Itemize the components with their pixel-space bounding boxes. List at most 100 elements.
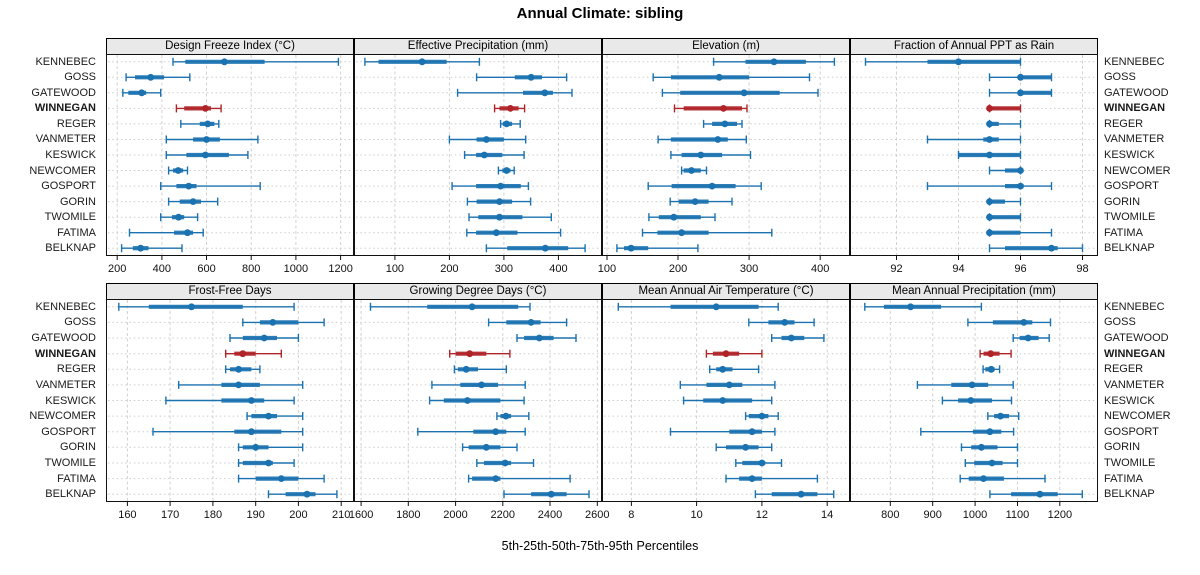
tick-label: 210 [331, 509, 351, 521]
percentile-glyph-goss [988, 73, 1053, 82]
station-label-newcomer: NEWCOMER [1104, 164, 1171, 177]
percentile-glyph-belknap [485, 244, 586, 253]
station-label-kennebec: KENNEBEC [35, 300, 96, 313]
percentile-glyph-belknap [120, 244, 183, 253]
station-label-gatewood: GATEWOOD [1104, 86, 1169, 99]
percentile-glyph-twomile [964, 459, 1019, 467]
percentile-glyph-reger [453, 365, 508, 374]
percentile-glyph-gosport [160, 182, 261, 191]
percentile-glyph-reger [224, 365, 261, 374]
tick-label: 2000 [443, 509, 468, 521]
station-label-belknap: BELKNAP [1104, 242, 1155, 255]
percentile-glyph-keswick [682, 396, 773, 405]
station-label-gatewood: GATEWOOD [31, 86, 96, 99]
panel-growing-degree-days-c [354, 299, 602, 506]
station-label-winnegan: WINNEGAN [1104, 347, 1166, 360]
station-labels-left: KENNEBEC GOSS GATEWOOD WINNEGAN REGER VANMETE… [0, 0, 100, 575]
percentile-glyph-twomile [160, 213, 199, 222]
percentile-glyph-fatima [128, 228, 204, 237]
percentile-glyph-kennebec [172, 57, 340, 66]
panel-border [354, 54, 602, 256]
station-label-gosport: GOSPORT [41, 180, 96, 193]
x-axis-labels: 100 200 300 400 [354, 263, 602, 277]
x-axis-labels: 100 200 300 400 [598, 263, 850, 277]
tick-label: 100 [597, 263, 617, 275]
percentile-glyph-reger [499, 119, 521, 128]
tick-label: 300 [494, 263, 514, 275]
percentile-glyph-keswick [165, 151, 249, 159]
percentile-glyph-newcomer [680, 166, 708, 175]
panel-strip-title: Effective Precipitation (mm) [354, 38, 602, 55]
station-label-belknap: BELKNAP [45, 242, 96, 255]
percentile-glyph-reger [986, 119, 1022, 128]
station-label-reger: REGER [1104, 117, 1144, 130]
tick-label: 1200 [328, 263, 353, 275]
station-label-gosport: GOSPORT [1104, 425, 1159, 438]
percentile-glyph-newcomer [988, 166, 1024, 175]
station-label-gosport: GOSPORT [1104, 180, 1159, 193]
tick-label: 900 [923, 509, 942, 521]
percentile-glyph-twomile [468, 213, 553, 222]
percentile-glyph-gosport [152, 427, 304, 436]
percentile-glyph-goss [967, 318, 1052, 327]
station-label-winnegan: WINNEGAN [34, 347, 96, 360]
station-label-twomile: TWOMILE [1104, 456, 1156, 469]
percentile-glyph-gatewood [456, 88, 573, 97]
tick-label: 170 [160, 509, 180, 521]
panel-border [850, 54, 1098, 256]
station-label-gorin: GORIN [59, 195, 96, 208]
panel-strip-title: Mean Annual Precipitation (mm) [850, 283, 1098, 300]
tick-label: 1200 [1047, 509, 1073, 521]
panel-effective-precipitation-mm [354, 54, 602, 260]
station-label-vanmeter: VANMETER [1104, 378, 1165, 391]
tick-label: 1000 [962, 509, 988, 521]
panel-elevation-m [602, 54, 850, 260]
percentile-glyph-gorin [960, 443, 1019, 452]
percentile-glyph-keswick [165, 396, 295, 405]
panel-border [106, 54, 354, 256]
percentile-glyph-gosport [647, 182, 762, 191]
tick-label: 1800 [396, 509, 421, 521]
percentile-glyph-gatewood [661, 88, 819, 97]
panel-border [602, 299, 850, 502]
station-label-newcomer: NEWCOMER [1104, 410, 1171, 423]
percentile-glyph-goss [125, 73, 191, 82]
percentile-glyph-kennebec [864, 302, 983, 311]
percentile-glyph-keswick [428, 396, 525, 405]
station-label-fatima: FATIMA [1104, 472, 1143, 485]
percentile-glyph-kennebec [617, 302, 779, 311]
panel-strip-title: Elevation (m) [602, 38, 850, 55]
panel-mean-annual-precipitation-mm [850, 299, 1098, 506]
percentile-glyph-gorin [237, 443, 304, 452]
percentile-glyph-belknap [267, 490, 338, 499]
percentile-glyph-goss [475, 73, 568, 82]
percentile-glyph-goss [487, 318, 568, 327]
panel-border [850, 299, 1098, 502]
percentile-glyph-belknap [754, 490, 835, 499]
chart-title: Annual Climate: sibling [516, 5, 684, 22]
tick-label: 200 [107, 263, 127, 275]
percentile-glyph-newcomer [744, 412, 779, 421]
percentile-glyph-vanmeter [165, 135, 259, 144]
tick-label: 92 [890, 263, 903, 275]
station-label-vanmeter: VANMETER [1104, 133, 1165, 146]
station-labels-right: KENNEBEC GOSS GATEWOOD WINNEGAN REGER VANMETE… [1104, 0, 1200, 575]
station-label-vanmeter: VANMETER [35, 133, 96, 146]
tick-label: 300 [739, 263, 759, 275]
panel-border [106, 299, 354, 502]
percentile-glyph-goss [652, 73, 811, 82]
percentile-glyph-vanmeter [177, 380, 304, 389]
station-label-gorin: GORIN [1104, 195, 1141, 208]
percentile-glyph-kennebec [712, 57, 836, 66]
station-label-reger: REGER [1104, 363, 1144, 376]
station-label-gosport: GOSPORT [41, 425, 96, 438]
percentile-glyph-winnegan [986, 104, 1022, 113]
percentile-glyph-belknap [503, 490, 590, 499]
percentile-glyph-newcomer [497, 166, 515, 175]
percentile-glyph-winnegan [175, 104, 222, 113]
station-label-twomile: TWOMILE [1104, 211, 1156, 224]
station-label-twomile: TWOMILE [44, 211, 96, 224]
tick-label: 98 [1076, 263, 1089, 275]
percentile-glyph-gorin [715, 443, 773, 452]
